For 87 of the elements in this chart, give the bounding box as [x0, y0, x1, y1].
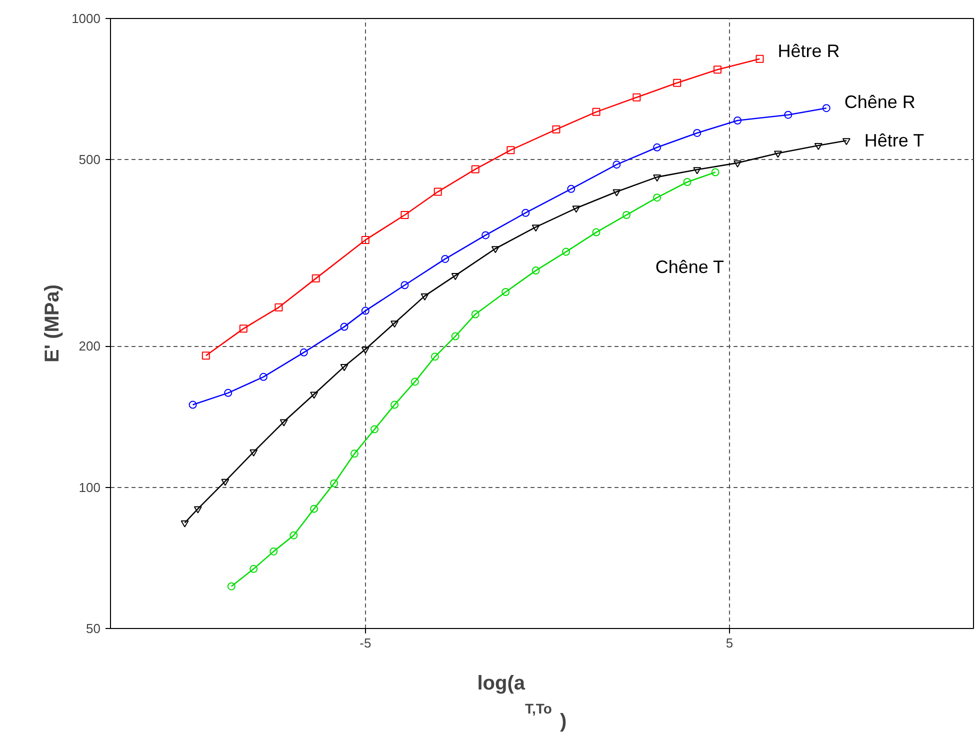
point [734, 116, 742, 124]
point [711, 168, 720, 176]
point [361, 346, 370, 354]
point [567, 184, 576, 193]
point [221, 478, 230, 486]
point [522, 208, 530, 217]
point [814, 142, 822, 150]
point [673, 78, 682, 87]
point [471, 165, 480, 174]
point [653, 194, 662, 202]
point [441, 254, 450, 263]
point [552, 125, 560, 134]
series-label: Hêtre T [864, 130, 924, 151]
point [612, 189, 621, 196]
point [822, 104, 830, 112]
point [622, 210, 630, 219]
point [653, 143, 662, 152]
point [310, 504, 318, 513]
series-label: Chêne R [844, 92, 916, 112]
point [502, 288, 510, 296]
point [420, 293, 429, 300]
point [683, 178, 692, 186]
text: Chêne T [655, 257, 724, 278]
point [361, 306, 370, 315]
series-label: Hêtre R [778, 40, 840, 61]
point [340, 322, 348, 331]
point [562, 248, 570, 256]
point [180, 520, 189, 528]
point [734, 160, 742, 168]
x-tick-label: -5 [360, 636, 372, 650]
point [532, 266, 540, 275]
point [451, 273, 460, 280]
point [410, 378, 419, 386]
point [239, 324, 248, 333]
point [434, 188, 442, 196]
point [361, 236, 370, 244]
point [370, 425, 378, 434]
point [693, 167, 702, 174]
point [224, 388, 232, 397]
y-tick-label: 100 [78, 480, 101, 495]
point [290, 531, 298, 540]
point [400, 281, 409, 290]
point [756, 54, 764, 63]
point [202, 352, 210, 360]
point [390, 320, 399, 328]
point [592, 228, 600, 236]
point [194, 506, 202, 514]
x-tick-label: 5 [726, 636, 734, 650]
point [300, 348, 308, 356]
point [250, 449, 258, 456]
point [274, 303, 283, 312]
y-axis-title: E' (MPa) [42, 284, 64, 363]
point [491, 246, 500, 254]
point [784, 110, 792, 119]
point [471, 310, 480, 318]
point [188, 400, 197, 409]
point [693, 128, 702, 137]
point [714, 66, 722, 74]
x-axis-title: log(aT,To) [477, 672, 567, 732]
point [612, 160, 621, 169]
point [350, 450, 358, 458]
point [572, 206, 580, 213]
point [227, 582, 236, 590]
y-tick-label: 1000 [72, 11, 100, 26]
y-tick-label: 500 [78, 152, 101, 168]
point [390, 400, 399, 409]
point [451, 332, 460, 340]
point [653, 174, 662, 182]
point [310, 392, 318, 399]
point [774, 150, 782, 158]
point [592, 108, 600, 116]
point [400, 210, 409, 219]
point [259, 372, 268, 381]
point [842, 138, 850, 146]
y-tick-label: 50 [86, 621, 101, 636]
point [430, 352, 439, 361]
point [506, 146, 515, 154]
y-tick-label: 200 [78, 338, 101, 354]
point [280, 419, 288, 426]
point [532, 224, 540, 232]
point [340, 364, 348, 372]
point [270, 547, 278, 556]
point [330, 479, 338, 488]
point [482, 231, 490, 240]
point [312, 274, 320, 282]
point [632, 93, 641, 102]
point [250, 564, 258, 573]
